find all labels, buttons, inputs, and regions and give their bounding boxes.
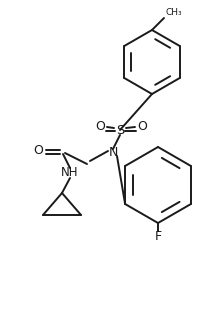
Text: NH: NH xyxy=(61,167,79,179)
Text: F: F xyxy=(154,230,162,244)
Text: O: O xyxy=(95,120,105,133)
Text: O: O xyxy=(33,145,43,157)
Text: CH₃: CH₃ xyxy=(165,8,182,17)
Text: S: S xyxy=(116,123,124,136)
Text: O: O xyxy=(137,120,147,133)
Text: N: N xyxy=(108,146,118,159)
